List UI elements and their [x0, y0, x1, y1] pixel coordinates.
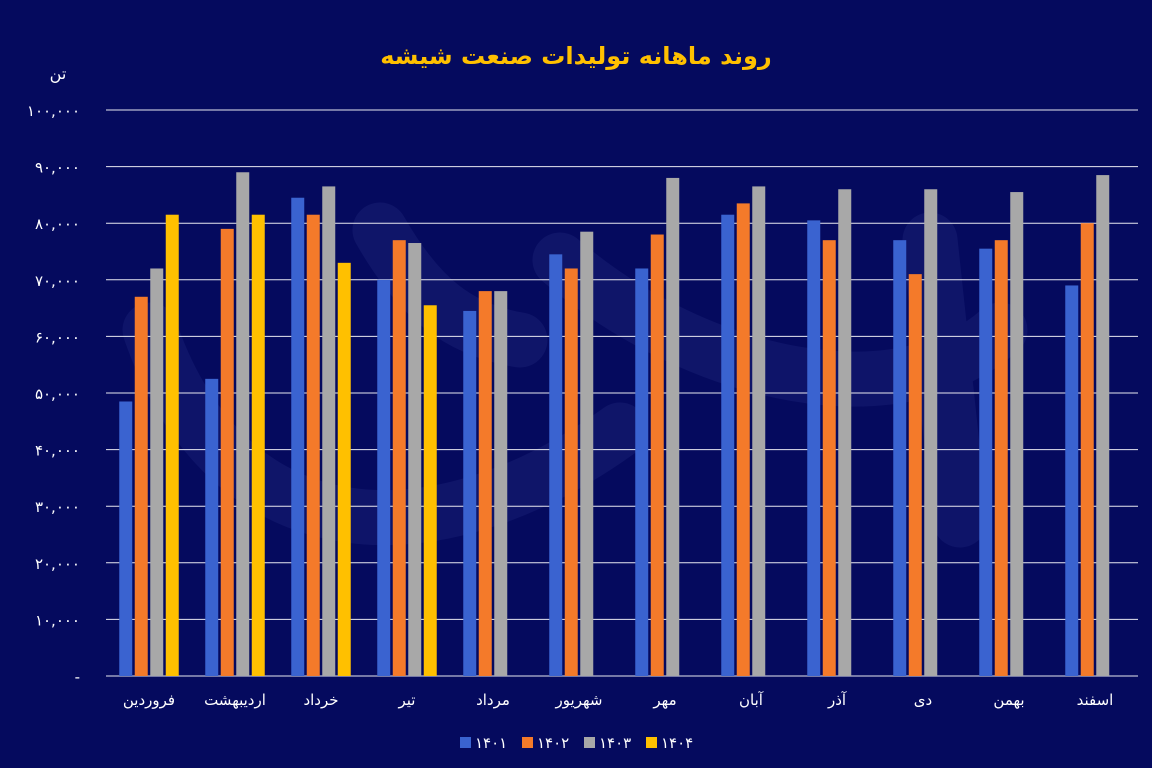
bar-مهر-۱۴۰۲ — [650, 234, 664, 676]
bar-مرداد-۱۴۰۱ — [463, 310, 477, 676]
x-tick-label: آبان — [739, 691, 764, 709]
x-axis-labels: فروردین اردیبهشت خرداد تیر مرداد شهریور مهر آبا… — [123, 691, 1113, 709]
bar-مهر-۱۴۰۱ — [635, 268, 649, 676]
legend-swatch-۱۴۰۲ — [522, 737, 533, 748]
legend-swatch-۱۴۰۱ — [460, 737, 471, 748]
y-tick-label: - — [75, 668, 80, 686]
gridlines — [106, 109, 1138, 677]
bar-خرداد-۱۴۰۱ — [291, 197, 305, 677]
legend-label: ۱۴۰۳ — [599, 734, 631, 752]
bar-مرداد-۱۴۰۲ — [478, 291, 492, 676]
bar-تیر-۱۴۰۱ — [377, 279, 391, 676]
bar-اردیبهشت-۱۴۰۴ — [251, 214, 265, 676]
x-tick-label: تیر — [398, 691, 416, 709]
bar-آبان-۱۴۰۲ — [736, 203, 750, 676]
bar-خرداد-۱۴۰۳ — [322, 186, 336, 676]
bars — [119, 172, 1110, 677]
x-tick-label: مرداد — [476, 691, 510, 709]
bar-تیر-۱۴۰۳ — [408, 243, 422, 676]
x-tick-label: اسفند — [1077, 691, 1114, 709]
chart-title: روند ماهانه تولیدات صنعت شیشه — [380, 42, 772, 70]
y-tick-label: ۷۰,۰۰۰ — [35, 272, 80, 290]
bar-اسفند-۱۴۰۲ — [1080, 223, 1094, 676]
bar-خرداد-۱۴۰۲ — [306, 214, 320, 676]
bar-بهمن-۱۴۰۳ — [1010, 192, 1024, 676]
bar-شهریور-۱۴۰۳ — [580, 231, 594, 676]
bar-اسفند-۱۴۰۳ — [1096, 175, 1110, 676]
x-tick-label: خرداد — [303, 691, 338, 709]
x-tick-label: شهریور — [555, 691, 603, 709]
bar-شهریور-۱۴۰۲ — [564, 268, 578, 676]
y-tick-label: ۱۰۰,۰۰۰ — [27, 102, 80, 120]
bar-دی-۱۴۰۳ — [924, 189, 938, 677]
bar-دی-۱۴۰۲ — [908, 274, 922, 676]
bar-خرداد-۱۴۰۴ — [337, 262, 351, 676]
bar-اردیبهشت-۱۴۰۲ — [220, 228, 234, 677]
legend-label: ۱۴۰۱ — [475, 734, 507, 752]
legend-label: ۱۴۰۴ — [661, 734, 693, 752]
bar-آبان-۱۴۰۳ — [752, 186, 766, 676]
x-tick-label: فروردین — [123, 691, 175, 709]
x-tick-label: اردیبهشت — [204, 691, 266, 709]
y-tick-label: ۲۰,۰۰۰ — [35, 555, 80, 573]
x-tick-label: آذر — [827, 691, 847, 709]
y-tick-label: ۵۰,۰۰۰ — [35, 385, 80, 403]
legend: ۱۴۰۱ ۱۴۰۲ ۱۴۰۳ ۱۴۰۴ — [460, 734, 693, 752]
bar-آذر-۱۴۰۲ — [822, 240, 836, 676]
y-tick-label: ۳۰,۰۰۰ — [35, 498, 80, 516]
y-axis-ticks: - ۱۰,۰۰۰ ۲۰,۰۰۰ ۳۰,۰۰۰ ۴۰,۰۰۰ ۵۰,۰۰۰ ۶۰,۰۰۰ ۷۰,… — [27, 102, 80, 686]
legend-swatch-۱۴۰۳ — [584, 737, 595, 748]
bar-اردیبهشت-۱۴۰۳ — [236, 172, 250, 676]
bar-آذر-۱۴۰۳ — [838, 189, 852, 677]
y-tick-label: ۱۰,۰۰۰ — [35, 611, 80, 629]
bar-اسفند-۱۴۰۱ — [1065, 285, 1079, 676]
bar-آذر-۱۴۰۱ — [807, 220, 821, 676]
legend-label: ۱۴۰۲ — [537, 734, 569, 752]
bar-دی-۱۴۰۱ — [893, 240, 907, 676]
x-tick-label: دی — [914, 691, 932, 709]
bar-فروردین-۱۴۰۳ — [150, 268, 164, 676]
bar-شهریور-۱۴۰۱ — [549, 254, 563, 676]
x-tick-label: بهمن — [993, 691, 1024, 709]
bar-بهمن-۱۴۰۱ — [979, 248, 993, 677]
bar-فروردین-۱۴۰۲ — [134, 296, 148, 676]
bar-فروردین-۱۴۰۴ — [165, 214, 179, 676]
legend-swatch-۱۴۰۴ — [646, 737, 657, 748]
bar-مرداد-۱۴۰۳ — [494, 291, 508, 676]
bar-تیر-۱۴۰۲ — [392, 240, 406, 676]
bar-بهمن-۱۴۰۲ — [994, 240, 1008, 676]
bar-آبان-۱۴۰۱ — [721, 214, 735, 676]
y-axis-label: تن — [50, 64, 67, 84]
bar-اردیبهشت-۱۴۰۱ — [205, 378, 219, 676]
y-tick-label: ۶۰,۰۰۰ — [35, 328, 80, 346]
bar-فروردین-۱۴۰۱ — [119, 401, 133, 676]
x-tick-label: مهر — [652, 691, 676, 709]
bar-تیر-۱۴۰۴ — [423, 305, 437, 676]
y-tick-label: ۴۰,۰۰۰ — [35, 442, 80, 460]
bar-مهر-۱۴۰۳ — [666, 177, 680, 677]
y-tick-label: ۸۰,۰۰۰ — [35, 215, 80, 233]
y-tick-label: ۹۰,۰۰۰ — [35, 159, 80, 177]
